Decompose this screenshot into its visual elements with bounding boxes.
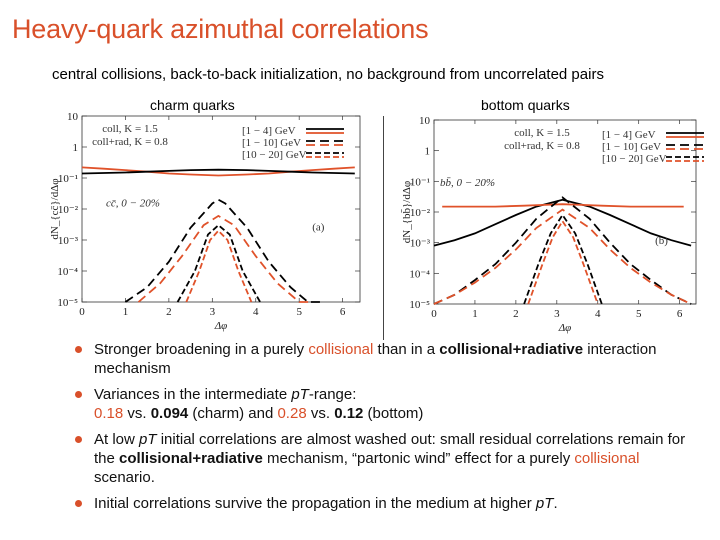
system-annotation: bb̄, 0 − 20%: [440, 177, 495, 189]
series-line-coll--1-10-: [433, 208, 692, 305]
y-tick-label: 10⁻⁴: [57, 266, 78, 278]
x-tick-label: 0: [431, 308, 437, 320]
bullet-text: Variances in the intermediate: [94, 386, 292, 403]
bullet-item: Variances in the intermediate pT-range: 0…: [72, 385, 702, 423]
panel-tag: (a): [312, 222, 325, 234]
charm-panel-title: charm quarks: [150, 97, 235, 113]
bullet-text: initial correlations are almost washed o…: [94, 431, 686, 467]
legend-ptbin-label: [1 − 10] GeV: [602, 141, 661, 153]
bullet-text: mechanism, “partonic wind” effect for a …: [262, 450, 575, 467]
y-axis-label: dN_{cc̄}/dΔφ: [49, 178, 61, 239]
panel-tag: (b): [655, 235, 668, 247]
y-tick-label: 10⁻¹: [410, 176, 430, 188]
bullet-text: .: [553, 495, 558, 512]
y-tick-label: 10⁻¹: [58, 173, 78, 185]
bullet-text: collisional+radiative: [119, 450, 263, 467]
series-line-coll--1-4-: [442, 203, 684, 208]
legend-model-label: coll, K = 1.5: [514, 127, 570, 139]
y-tick-label: 10⁻²: [410, 207, 431, 219]
bullet-item: Initial correlations survive the propaga…: [72, 494, 702, 513]
y-tick-label: 10⁻⁵: [57, 297, 78, 309]
x-tick-label: 1: [472, 308, 478, 320]
bullet-text: -range:: [308, 386, 357, 403]
series-line-coll+rad--1-4-: [81, 168, 355, 175]
x-tick-label: 2: [513, 308, 519, 320]
x-tick-label: 0: [79, 306, 85, 318]
x-tick-label: 5: [296, 306, 302, 318]
y-axis-label: dN_{bb̄}/dΔφ: [401, 181, 413, 243]
x-tick-label: 6: [340, 306, 346, 318]
bottom-panel-title: bottom quarks: [481, 97, 570, 113]
x-tick-label: 1: [123, 306, 129, 318]
legend-ptbin-label: [1 − 4] GeV: [602, 129, 656, 141]
slide-subtitle: central collisions, back-to-back initial…: [52, 66, 604, 83]
x-tick-label: 5: [636, 308, 642, 320]
x-tick-label: 6: [677, 308, 683, 320]
x-tick-label: 4: [253, 306, 259, 318]
legend-ptbin-label: [10 − 20] GeV: [602, 153, 667, 165]
series-line-coll+rad--1-4-: [433, 198, 692, 247]
x-axis-label: Δφ: [214, 320, 228, 332]
legend-model-label: coll+rad, K = 0.8: [504, 140, 580, 152]
y-tick-label: 1: [425, 146, 431, 158]
bullet-text: 0.12: [334, 405, 364, 422]
bullet-text: (bottom): [363, 405, 424, 422]
x-tick-label: 4: [595, 308, 601, 320]
legend-ptbin-label: [10 − 20] GeV: [242, 149, 307, 161]
x-axis-label: Δφ: [558, 322, 572, 334]
bullet-text: than in a: [373, 341, 440, 358]
system-annotation: cc̄, 0 − 20%: [106, 198, 160, 210]
bullet-text: At low: [94, 431, 140, 448]
charm-correlation-plot: 0 1 2 3 4 5 6 10 1 10⁻¹ 10⁻² 10⁻³ 10⁻⁴ 10⁻⁵ Δφ dN_{cc̄}…: [49, 111, 361, 332]
y-tick-label: 10⁻³: [410, 238, 431, 250]
bottom-correlation-plot: 0 1 2 3 4 5 6 10 1 10⁻¹ 10⁻² 10⁻³ 10⁻⁴ 10⁻⁵ Δφ dN_{bb̄}…: [401, 115, 704, 334]
bullet-text: pT: [291, 386, 309, 403]
bullet-text: Stronger broadening in a purely: [94, 341, 309, 358]
y-tick-label: 10⁻⁵: [409, 299, 430, 311]
bullet-text: vs.: [123, 405, 151, 422]
bullet-text: collisional: [308, 341, 374, 358]
bullet-text: 0.18: [94, 405, 124, 422]
legend-model-label: coll+rad, K = 0.8: [92, 136, 168, 148]
panel-divider: [383, 116, 384, 340]
y-tick-label: 10: [67, 111, 79, 123]
x-tick-label: 3: [554, 308, 560, 320]
bullet-item: Stronger broadening in a purely collisio…: [72, 340, 702, 378]
bullet-text: 0.28: [277, 405, 307, 422]
series-line-coll+rad--1-10-: [124, 198, 321, 303]
legend-model-label: coll, K = 1.5: [102, 123, 158, 135]
series-line-coll+rad--10-20-: [176, 224, 261, 303]
y-tick-label: 10⁻³: [58, 235, 79, 247]
bullet-text: 0.094: [150, 405, 189, 422]
y-tick-label: 10⁻⁴: [409, 268, 430, 280]
bullet-text: collisional: [574, 450, 640, 467]
series-line-coll--1-10-: [137, 214, 313, 303]
x-tick-label: 3: [210, 306, 216, 318]
bullet-item: At low pT initial correlations are almos…: [72, 430, 702, 487]
bullet-text: pT: [535, 495, 554, 512]
bullet-text: collisional+radiative: [439, 341, 584, 358]
series-line-coll--1-4-: [81, 166, 355, 177]
series-line-coll+rad--1-10-: [433, 196, 692, 305]
x-tick-label: 2: [166, 306, 172, 318]
bullet-text: vs.: [306, 405, 335, 422]
bullet-text: (charm) and: [188, 405, 278, 422]
series-line-coll--10-20-: [527, 219, 599, 305]
y-tick-label: 10: [419, 115, 431, 127]
bullet-text: pT: [139, 431, 157, 448]
slide-title: Heavy-quark azimuthal correlations: [12, 14, 429, 44]
bullet-text: interaction mechanism: [94, 341, 657, 377]
legend-ptbin-label: [1 − 4] GeV: [242, 125, 296, 137]
bullet-text: scenario.: [94, 469, 155, 486]
legend-ptbin-label: [1 − 10] GeV: [242, 137, 301, 149]
y-tick-label: 10⁻²: [58, 204, 79, 216]
bullet-list: Stronger broadening in a purely collisio…: [72, 340, 702, 520]
y-tick-label: 1: [73, 142, 79, 154]
bullet-text: Initial correlations survive the propaga…: [94, 495, 536, 512]
